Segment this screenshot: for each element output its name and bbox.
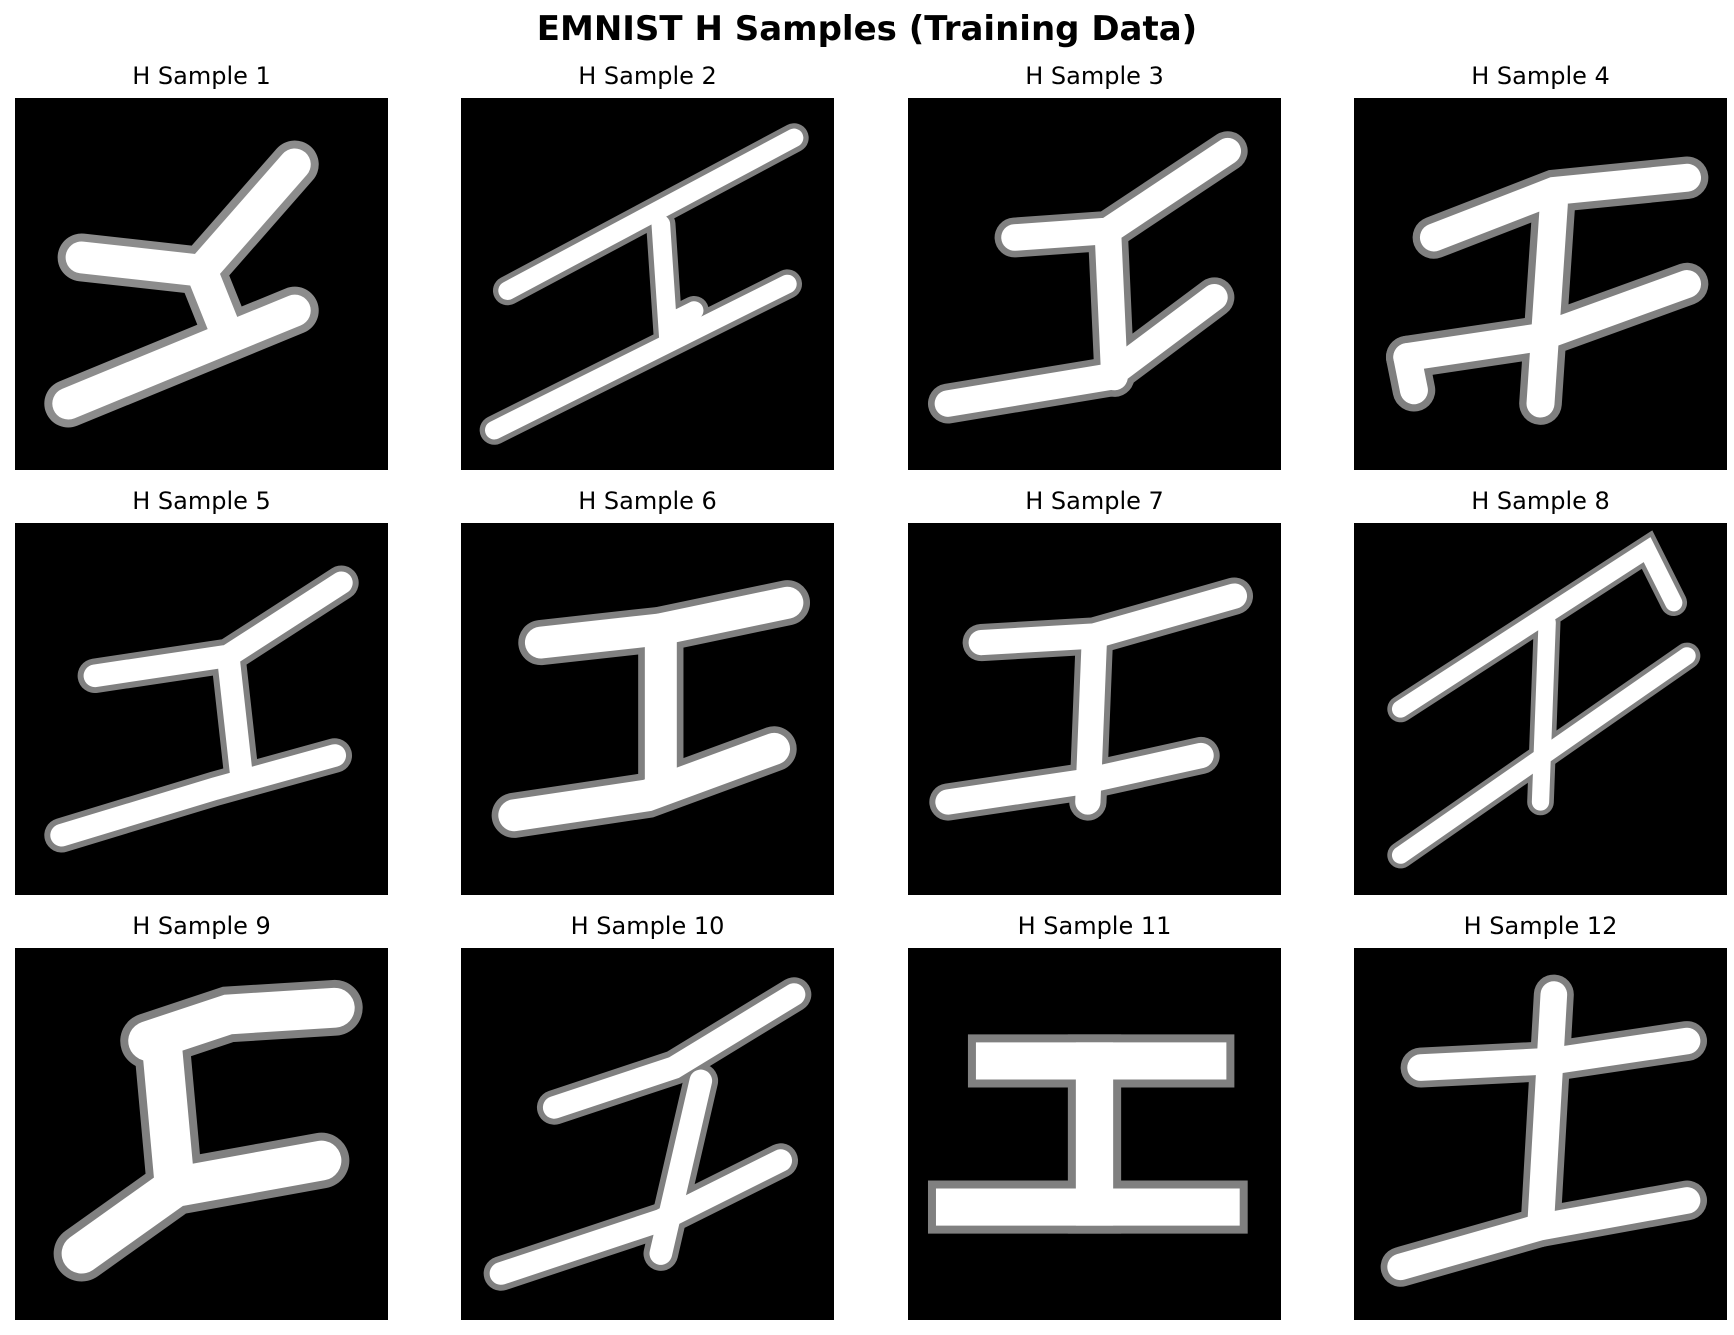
sample-title: H Sample 10 <box>570 912 725 940</box>
sample-image <box>1354 948 1727 1320</box>
sample-title: H Sample 4 <box>1471 62 1610 90</box>
sample-title: H Sample 11 <box>1017 912 1172 940</box>
sample-panel-8: H Sample 8 <box>1354 485 1727 910</box>
sample-image <box>1354 98 1727 470</box>
sample-image <box>15 98 388 470</box>
sample-image <box>908 948 1281 1320</box>
sample-title: H Sample 5 <box>132 487 271 515</box>
sample-title: H Sample 1 <box>132 62 271 90</box>
sample-panel-5: H Sample 5 <box>15 485 388 910</box>
sample-image <box>1354 523 1727 895</box>
sample-image <box>908 523 1281 895</box>
sample-image <box>461 98 834 470</box>
sample-title: H Sample 2 <box>578 62 717 90</box>
sample-title: H Sample 7 <box>1025 487 1164 515</box>
sample-title: H Sample 8 <box>1471 487 1610 515</box>
sample-title: H Sample 9 <box>132 912 271 940</box>
sample-panel-4: H Sample 4 <box>1354 60 1727 485</box>
sample-image <box>461 948 834 1320</box>
sample-title: H Sample 3 <box>1025 62 1164 90</box>
sample-panel-1: H Sample 1 <box>15 60 388 485</box>
sample-panel-6: H Sample 6 <box>461 485 834 910</box>
sample-title: H Sample 6 <box>578 487 717 515</box>
sample-panel-12: H Sample 12 <box>1354 910 1727 1335</box>
sample-image <box>15 948 388 1320</box>
sample-title: H Sample 12 <box>1463 912 1618 940</box>
sample-panel-10: H Sample 10 <box>461 910 834 1335</box>
sample-image <box>461 523 834 895</box>
sample-image <box>908 98 1281 470</box>
sample-panel-7: H Sample 7 <box>908 485 1281 910</box>
figure-title: EMNIST H Samples (Training Data) <box>536 9 1198 49</box>
sample-panel-3: H Sample 3 <box>908 60 1281 485</box>
sample-panel-2: H Sample 2 <box>461 60 834 485</box>
sample-panel-11: H Sample 11 <box>908 910 1281 1335</box>
sample-image <box>15 523 388 895</box>
sample-panel-9: H Sample 9 <box>15 910 388 1335</box>
